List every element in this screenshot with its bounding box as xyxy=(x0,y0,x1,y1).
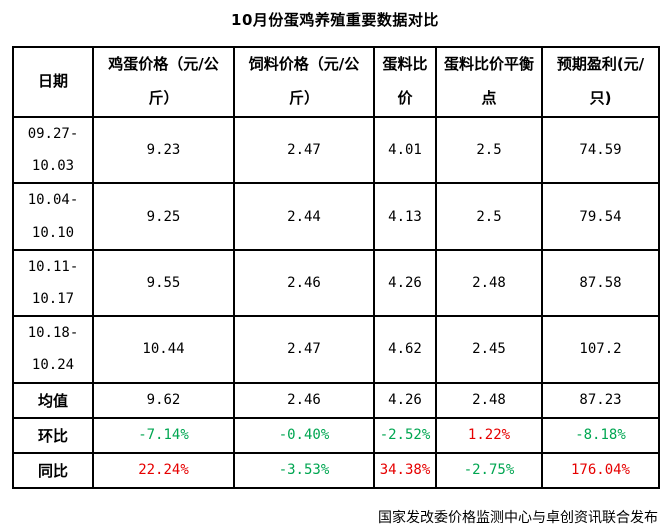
table-cell: 2.48 xyxy=(435,248,543,318)
table-cell: 87.58 xyxy=(541,248,660,318)
table-cell: 2.5 xyxy=(435,182,543,251)
table-cell: -3.53% xyxy=(233,451,375,489)
table-row: 10.11- 10.17 9.55 2.46 4.26 2.48 87.58 xyxy=(12,248,660,318)
table-cell: 9.23 xyxy=(92,115,235,185)
table-cell: -2.75% xyxy=(435,451,543,489)
row-label: 10.04- 10.10 xyxy=(12,182,94,251)
table-body: 09.27- 10.03 9.23 2.47 4.01 2.5 74.59 10.04- 1… xyxy=(12,115,660,489)
table-row: 10.04- 10.10 9.25 2.44 4.13 2.5 79.54 xyxy=(12,182,660,251)
table-cell: 2.47 xyxy=(233,115,375,185)
row-label: 环比 xyxy=(12,416,94,454)
table-cell: 4.62 xyxy=(373,315,437,384)
row-label: 10.18- 10.24 xyxy=(12,315,94,384)
column-header: 饲料价格（元/公 斤） xyxy=(233,46,375,118)
table-cell: 2.48 xyxy=(435,381,543,419)
row-label: 均值 xyxy=(12,381,94,419)
table-cell: 9.25 xyxy=(92,182,235,251)
row-label: 10.11- 10.17 xyxy=(12,248,94,318)
table-cell: 2.47 xyxy=(233,315,375,384)
table-row: 环比 -7.14% -0.40% -2.52% 1.22% -8.18% xyxy=(12,416,660,454)
column-header: 鸡蛋价格（元/公 斤） xyxy=(92,46,235,118)
table-cell: -8.18% xyxy=(541,416,660,454)
header-row: 日期 鸡蛋价格（元/公 斤） 饲料价格（元/公 斤） 蛋料比 价蛋料比价平衡 点预期盈… xyxy=(12,46,660,118)
table-cell: 2.45 xyxy=(435,315,543,384)
table-cell: 74.59 xyxy=(541,115,660,185)
page-title: 10月份蛋鸡养殖重要数据对比 xyxy=(231,11,439,29)
table-header: 日期 鸡蛋价格（元/公 斤） 饲料价格（元/公 斤） 蛋料比 价蛋料比价平衡 点预期盈… xyxy=(12,46,660,118)
column-header: 蛋料比 价 xyxy=(373,46,437,118)
table-cell: 4.01 xyxy=(373,115,437,185)
table-cell: 1.22% xyxy=(435,416,543,454)
table-cell: 2.5 xyxy=(435,115,543,185)
table-cell: 79.54 xyxy=(541,182,660,251)
table-cell: -2.52% xyxy=(373,416,437,454)
table-cell: 176.04% xyxy=(541,451,660,489)
egg-farming-data-table: 日期 鸡蛋价格（元/公 斤） 饲料价格（元/公 斤） 蛋料比 价蛋料比价平衡 点预期盈… xyxy=(12,46,660,489)
table-cell: -0.40% xyxy=(233,416,375,454)
table-cell: 2.44 xyxy=(233,182,375,251)
column-header: 蛋料比价平衡 点 xyxy=(435,46,543,118)
table-cell: 4.26 xyxy=(373,381,437,419)
table-cell: 10.44 xyxy=(92,315,235,384)
table-cell: 4.13 xyxy=(373,182,437,251)
table-cell: -7.14% xyxy=(92,416,235,454)
table-row: 09.27- 10.03 9.23 2.47 4.01 2.5 74.59 xyxy=(12,115,660,185)
table-cell: 2.46 xyxy=(233,248,375,318)
source-attribution: 国家发改委价格监测中心与卓创资讯联合发布 xyxy=(378,509,658,526)
table-row: 同比 22.24% -3.53% 34.38% -2.75% 176.04% xyxy=(12,451,660,489)
table-row: 10.18- 10.24 10.44 2.47 4.62 2.45 107.2 xyxy=(12,315,660,384)
table-cell: 107.2 xyxy=(541,315,660,384)
table-cell: 34.38% xyxy=(373,451,437,489)
table-cell: 87.23 xyxy=(541,381,660,419)
column-header: 日期 xyxy=(12,46,94,118)
row-label: 09.27- 10.03 xyxy=(12,115,94,185)
table-cell: 9.62 xyxy=(92,381,235,419)
table-cell: 9.55 xyxy=(92,248,235,318)
table-row: 均值 9.62 2.46 4.26 2.48 87.23 xyxy=(12,381,660,419)
table-cell: 2.46 xyxy=(233,381,375,419)
table-cell: 22.24% xyxy=(92,451,235,489)
row-label: 同比 xyxy=(12,451,94,489)
table-cell: 4.26 xyxy=(373,248,437,318)
column-header: 预期盈利(元/ 只) xyxy=(541,46,660,118)
